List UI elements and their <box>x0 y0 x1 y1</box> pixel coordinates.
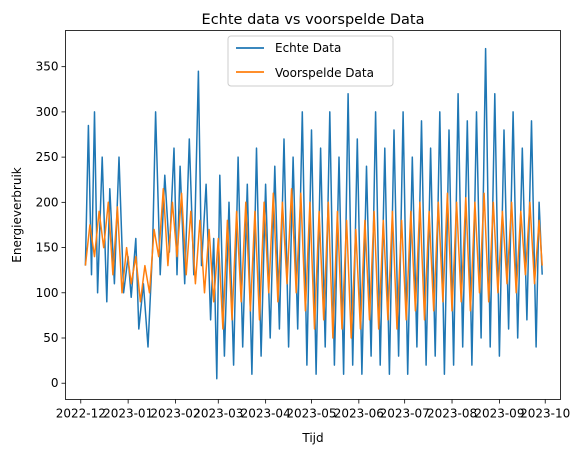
x-tick-label: 2023-06 <box>334 407 384 421</box>
x-tick-label: 2023-05 <box>286 407 336 421</box>
x-axis-label: Tijd <box>301 431 323 445</box>
legend-label-voorspelde-data: Voorspelde Data <box>275 66 374 80</box>
chart-title: Echte data vs voorspelde Data <box>202 12 425 28</box>
y-tick-label: 150 <box>36 241 59 255</box>
x-tick-label: 2023-04 <box>241 407 291 421</box>
y-axis: 0 50 100 150 200 250 300 350 <box>36 60 66 390</box>
y-tick-label: 0 <box>51 376 59 390</box>
series-layer <box>84 47 543 380</box>
x-tick-label: 2023-10 <box>520 407 570 421</box>
x-tick-label: 2023-07 <box>380 407 430 421</box>
x-tick-label: 2022-12 <box>56 407 106 421</box>
x-tick-label: 2023-08 <box>427 407 477 421</box>
series-line-voorspelde-data <box>84 188 543 339</box>
x-axis: 2022-122023-012023-022023-032023-042023-… <box>56 399 570 421</box>
x-tick-label: 2023-02 <box>150 407 200 421</box>
y-tick-label: 350 <box>36 60 59 74</box>
y-axis-label: Energieverbruik <box>10 167 24 263</box>
plot-frame <box>65 30 561 400</box>
x-tick-label: 2023-01 <box>103 407 153 421</box>
x-tick-label: 2023-03 <box>193 407 243 421</box>
legend-box <box>227 35 394 87</box>
y-tick-label: 50 <box>43 331 58 345</box>
y-tick-label: 200 <box>36 195 59 209</box>
y-tick-label: 100 <box>36 286 59 300</box>
legend: Echte Data Voorspelde Data <box>227 35 394 87</box>
series-line-echte-data <box>84 47 543 380</box>
y-tick-label: 250 <box>36 150 59 164</box>
y-tick-label: 300 <box>36 105 59 119</box>
legend-label-echte-data: Echte Data <box>275 41 341 55</box>
x-tick-label: 2023-09 <box>474 407 524 421</box>
